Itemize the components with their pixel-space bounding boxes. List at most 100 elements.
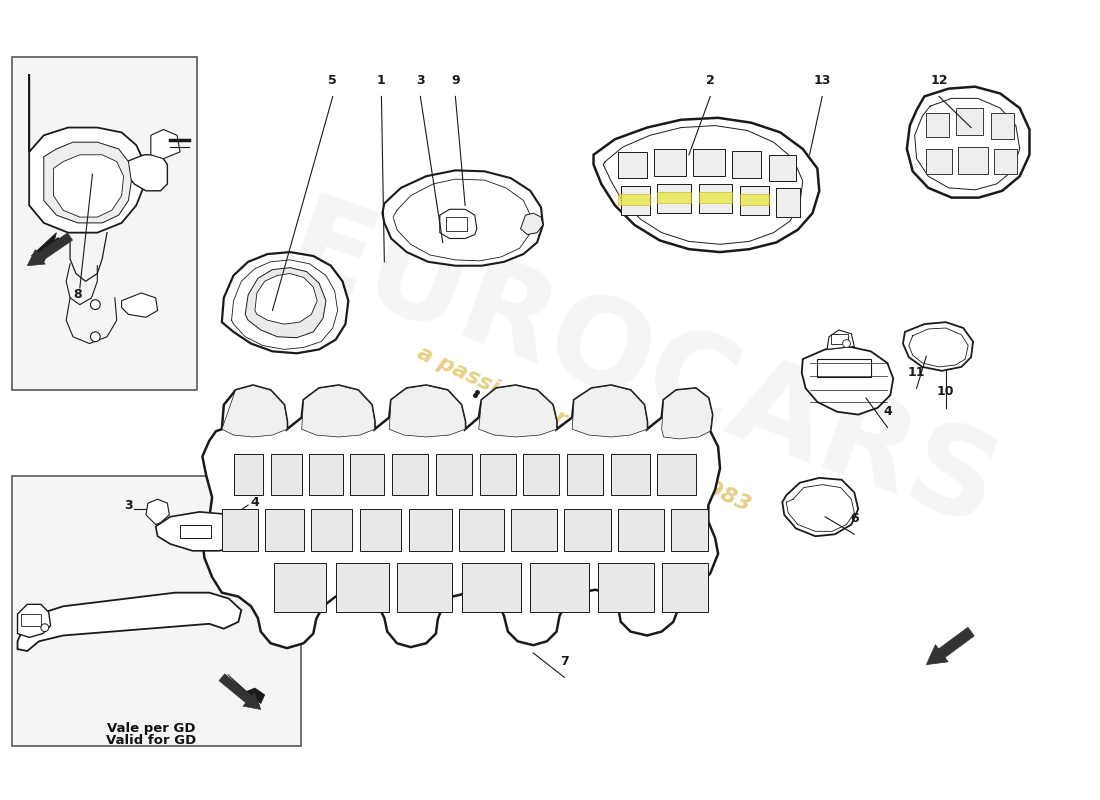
Text: Vale per GD: Vale per GD bbox=[107, 722, 195, 735]
Polygon shape bbox=[657, 192, 691, 203]
Polygon shape bbox=[265, 509, 304, 551]
Polygon shape bbox=[782, 478, 858, 536]
Polygon shape bbox=[693, 149, 725, 176]
Polygon shape bbox=[698, 184, 732, 213]
Polygon shape bbox=[926, 149, 952, 174]
Polygon shape bbox=[274, 563, 326, 612]
Polygon shape bbox=[202, 386, 720, 648]
Bar bbox=[817, 359, 871, 377]
Polygon shape bbox=[18, 604, 51, 638]
Polygon shape bbox=[598, 563, 653, 612]
Polygon shape bbox=[530, 563, 588, 612]
Polygon shape bbox=[732, 151, 761, 178]
Polygon shape bbox=[802, 346, 893, 414]
Text: a passion for cars since 1983: a passion for cars since 1983 bbox=[414, 343, 754, 515]
Polygon shape bbox=[233, 454, 263, 495]
Bar bbox=[830, 334, 848, 343]
Polygon shape bbox=[520, 213, 543, 234]
Polygon shape bbox=[360, 509, 400, 551]
Polygon shape bbox=[662, 388, 713, 439]
Text: 8: 8 bbox=[74, 289, 82, 302]
Text: 4: 4 bbox=[251, 496, 260, 509]
Polygon shape bbox=[54, 154, 123, 217]
FancyBboxPatch shape bbox=[12, 476, 300, 746]
Polygon shape bbox=[906, 86, 1030, 198]
Polygon shape bbox=[311, 509, 352, 551]
Polygon shape bbox=[926, 627, 975, 665]
Polygon shape bbox=[612, 454, 650, 495]
Polygon shape bbox=[662, 563, 708, 612]
Polygon shape bbox=[671, 509, 708, 551]
Polygon shape bbox=[564, 509, 612, 551]
Polygon shape bbox=[618, 152, 647, 178]
Polygon shape bbox=[228, 674, 265, 703]
Polygon shape bbox=[126, 154, 167, 190]
Text: 13: 13 bbox=[814, 74, 830, 86]
Text: EUROCARS: EUROCARS bbox=[271, 188, 1013, 554]
Polygon shape bbox=[383, 170, 543, 266]
Polygon shape bbox=[28, 233, 73, 266]
Polygon shape bbox=[409, 509, 452, 551]
Polygon shape bbox=[926, 113, 948, 138]
Text: Valid for GD: Valid for GD bbox=[106, 734, 196, 747]
Polygon shape bbox=[990, 113, 1014, 139]
Polygon shape bbox=[245, 268, 326, 338]
Polygon shape bbox=[568, 454, 603, 495]
Polygon shape bbox=[480, 454, 516, 495]
Polygon shape bbox=[222, 509, 257, 551]
Polygon shape bbox=[440, 210, 476, 238]
Text: 3: 3 bbox=[416, 74, 425, 86]
Polygon shape bbox=[389, 386, 465, 437]
Polygon shape bbox=[620, 186, 650, 215]
Polygon shape bbox=[769, 154, 796, 181]
Polygon shape bbox=[309, 454, 342, 495]
Polygon shape bbox=[994, 149, 1016, 174]
Text: 4: 4 bbox=[883, 405, 892, 418]
Polygon shape bbox=[392, 454, 428, 495]
Polygon shape bbox=[653, 149, 686, 176]
Polygon shape bbox=[903, 322, 974, 371]
Polygon shape bbox=[31, 233, 56, 264]
Polygon shape bbox=[618, 194, 650, 206]
Circle shape bbox=[235, 526, 248, 538]
Polygon shape bbox=[151, 130, 180, 158]
Circle shape bbox=[90, 332, 100, 342]
Polygon shape bbox=[827, 330, 855, 350]
Text: 5: 5 bbox=[329, 74, 338, 86]
Polygon shape bbox=[219, 674, 261, 710]
Polygon shape bbox=[478, 386, 557, 437]
Polygon shape bbox=[657, 454, 695, 495]
Bar bbox=[180, 525, 211, 538]
Bar bbox=[21, 614, 41, 626]
Text: 3: 3 bbox=[124, 498, 133, 511]
Polygon shape bbox=[336, 563, 389, 612]
Polygon shape bbox=[30, 74, 144, 233]
Polygon shape bbox=[271, 454, 301, 495]
Polygon shape bbox=[255, 274, 317, 324]
Text: 2: 2 bbox=[706, 74, 715, 86]
Polygon shape bbox=[146, 499, 169, 525]
Polygon shape bbox=[594, 118, 820, 252]
Text: 10: 10 bbox=[937, 385, 955, 398]
Polygon shape bbox=[350, 454, 384, 495]
Polygon shape bbox=[524, 454, 560, 495]
Polygon shape bbox=[436, 454, 472, 495]
Polygon shape bbox=[739, 194, 769, 206]
Polygon shape bbox=[572, 386, 647, 437]
Polygon shape bbox=[956, 108, 982, 135]
Polygon shape bbox=[301, 386, 375, 437]
Polygon shape bbox=[222, 386, 287, 437]
Polygon shape bbox=[156, 512, 253, 551]
Polygon shape bbox=[739, 186, 769, 215]
Text: 1: 1 bbox=[377, 74, 386, 86]
Text: 11: 11 bbox=[908, 366, 925, 378]
Polygon shape bbox=[460, 509, 504, 551]
Polygon shape bbox=[777, 188, 800, 217]
Bar bbox=[446, 217, 468, 230]
Text: 12: 12 bbox=[931, 74, 948, 86]
Polygon shape bbox=[657, 184, 691, 213]
Text: 7: 7 bbox=[560, 654, 569, 667]
Polygon shape bbox=[18, 593, 241, 651]
Polygon shape bbox=[462, 563, 520, 612]
Polygon shape bbox=[958, 147, 988, 174]
